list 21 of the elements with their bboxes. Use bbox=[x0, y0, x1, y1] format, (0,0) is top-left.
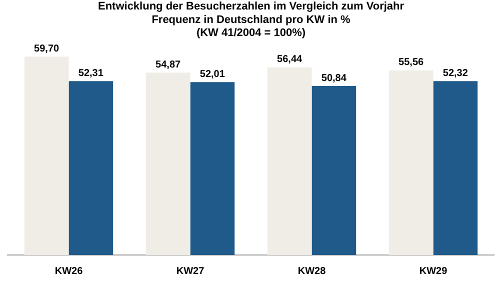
bar bbox=[190, 82, 235, 255]
data-label: 59,70 bbox=[34, 43, 60, 54]
bar bbox=[267, 67, 312, 255]
x-tick-label: KW29 bbox=[419, 266, 448, 277]
data-label: 55,56 bbox=[398, 57, 424, 68]
data-label: 54,87 bbox=[156, 59, 182, 70]
data-label: 50,84 bbox=[321, 72, 347, 84]
bar bbox=[433, 81, 478, 255]
data-label: 52,31 bbox=[78, 68, 104, 79]
chart-title: Entwicklung der Besucherzahlen im Vergleich zum Vorjahr Frequenz in Deutschland pro KW in % (KW 41/2004 = 100%) bbox=[98, 0, 405, 40]
bar bbox=[388, 70, 434, 255]
data-label: 52,32 bbox=[442, 68, 468, 79]
data-label: 52,01 bbox=[200, 68, 226, 80]
bar bbox=[146, 72, 190, 255]
bar bbox=[312, 86, 356, 255]
x-tick-label: KW26 bbox=[54, 266, 84, 277]
data-label: 56,44 bbox=[277, 54, 303, 66]
bar bbox=[24, 56, 69, 255]
x-tick-label: KW27 bbox=[176, 266, 205, 277]
x-tick-label: KW28 bbox=[298, 266, 326, 277]
bar bbox=[68, 81, 114, 255]
